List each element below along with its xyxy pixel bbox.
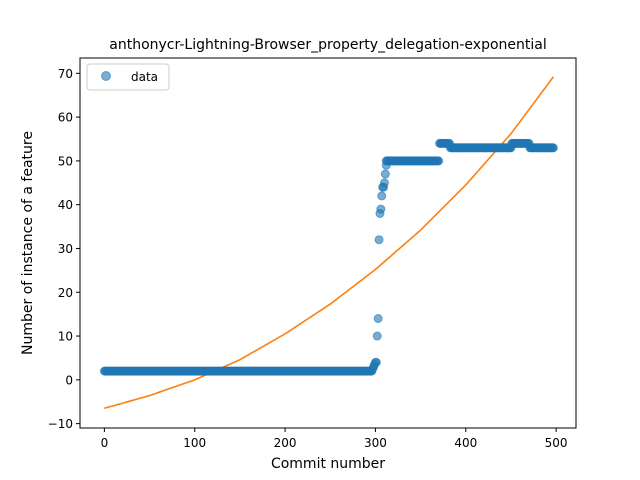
y-tick-label: 70 <box>58 67 73 81</box>
x-tick-label: 100 <box>183 436 206 450</box>
y-axis-label: Number of instance of a feature <box>20 131 36 355</box>
x-tick-label: 200 <box>274 436 297 450</box>
data-point <box>373 314 383 324</box>
plot-frame <box>79 57 577 429</box>
y-tick-label: 10 <box>58 330 73 344</box>
y-tick-label: 50 <box>58 154 73 168</box>
data-point <box>379 178 389 188</box>
y-tick-label: 20 <box>58 286 73 300</box>
data-point <box>374 235 384 245</box>
x-axis: 0 100 200 300 400 500 <box>101 428 568 450</box>
legend-label-data: data <box>131 70 158 84</box>
y-tick-label: 60 <box>58 111 73 125</box>
y-axis: −10 0 10 20 30 40 50 60 70 <box>48 67 80 431</box>
x-tick-label: 300 <box>364 436 387 450</box>
data-point <box>380 169 390 179</box>
y-tick-label: 30 <box>58 242 73 256</box>
data-point <box>377 191 387 201</box>
legend: data <box>86 63 170 91</box>
data-point <box>372 331 382 341</box>
data-point <box>434 156 444 166</box>
x-tick-label: 400 <box>454 436 477 450</box>
x-axis-label: Commit number <box>271 456 385 472</box>
x-tick-label: 500 <box>545 436 568 450</box>
fit-line <box>104 76 555 410</box>
y-tick-label: −10 <box>48 417 73 431</box>
data-point <box>376 204 386 214</box>
x-tick-label: 0 <box>101 436 109 450</box>
data-point <box>371 357 381 367</box>
data-point <box>548 143 558 153</box>
data-points-layer <box>99 138 558 376</box>
legend-marker-data <box>101 71 111 81</box>
y-tick-label: 40 <box>58 198 73 212</box>
plot-area <box>79 57 577 429</box>
fit-line-layer <box>104 76 555 410</box>
legend-box <box>86 63 170 91</box>
chart-title: anthonycr-Lightning-Browser_property_del… <box>109 37 546 53</box>
y-tick-label: 0 <box>65 373 73 387</box>
